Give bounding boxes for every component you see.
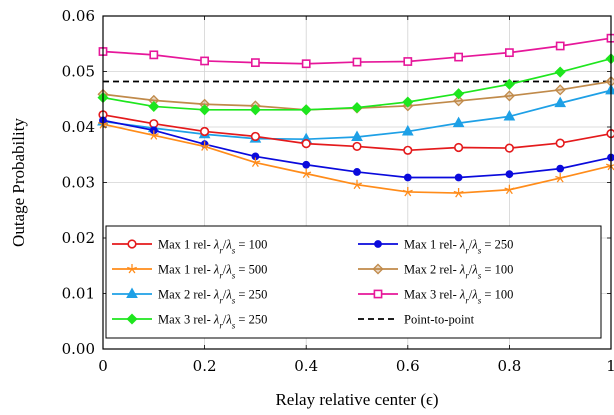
x-tick-label: 0.8 [497,357,521,375]
data-point [353,168,361,176]
data-point [300,104,312,116]
series-1 [98,110,614,155]
data-point [454,142,464,153]
data-point [149,119,159,129]
data-point [606,160,614,171]
data-point [351,130,363,141]
legend-swatch-marker [372,263,384,275]
data-point [199,104,211,116]
legend-swatch-marker [127,239,137,249]
legend-swatch-marker [373,289,383,299]
legend-swatch-marker [126,313,138,325]
data-point [200,126,210,137]
data-point [403,173,412,182]
data-point [302,160,311,169]
data-point [148,130,159,140]
legend-entry-label: Max 3 rel- λr/λs = 250 [158,313,267,331]
data-point [554,84,566,96]
y-tick-label: 0.05 [62,63,95,81]
data-point [605,83,614,95]
data-point [503,109,516,121]
data-point [250,131,260,142]
series-6 [98,33,614,69]
data-point [504,143,515,153]
data-point [200,56,209,66]
data-point [402,186,413,197]
y-tick-label: 0.00 [62,340,95,358]
data-point [249,104,261,116]
x-tick-label: 0.6 [396,357,420,375]
y-tick-label: 0.06 [62,7,95,25]
series-3 [98,119,614,198]
data-point [148,100,160,112]
data-point [503,78,515,90]
data-point [352,141,362,152]
data-point [605,53,614,65]
data-point [352,179,362,190]
legend-box [105,225,602,339]
data-point [403,57,413,66]
data-point [199,141,210,151]
data-point [250,157,261,167]
legend-entry-label: Max 1 rel- λr/λs = 500 [158,263,267,281]
legend-entry-label: Max 2 rel- λr/λs = 100 [404,263,513,281]
legend-swatch-marker [126,287,138,298]
legend-entry-label: Point-to-point [404,313,475,327]
series-5 [97,83,614,144]
data-point [555,138,565,148]
data-point [556,164,565,173]
legend-swatch-marker [127,264,137,274]
data-point [555,41,565,51]
data-point [301,59,311,69]
data-point [149,50,159,60]
data-point [453,88,465,100]
data-point [503,90,515,102]
data-point [301,139,311,149]
data-point [554,96,567,108]
data-point [401,124,414,136]
data-point [454,52,463,62]
data-point [251,58,260,68]
data-point [504,184,515,195]
y-tick-label: 0.02 [62,229,95,247]
series-layer [97,33,614,198]
data-point [402,96,414,108]
data-point [403,145,413,155]
legend-entry-label: Max 3 rel- λr/λs = 100 [404,288,513,306]
data-point [554,66,566,78]
data-point [504,48,514,58]
legend-entry-label: Max 1 rel- λr/λs = 250 [404,238,513,256]
legend: Max 1 rel- λr/λs = 100 Max 1 rel- λr/λs =… [105,225,602,339]
legend-entry-label: Max 2 rel- λr/λs = 250 [158,288,267,306]
legend-swatch-marker [374,240,382,248]
data-point [301,168,312,179]
data-point [453,188,464,198]
x-tick-label: 0.2 [193,357,217,375]
data-point [452,116,465,128]
x-tick-label: 1 [606,357,614,375]
data-point [555,173,566,183]
x-axis-label: Relay relative center (ϵ) [275,390,438,409]
data-point [352,57,362,67]
y-tick-label: 0.03 [62,174,95,192]
tick-labels: 0 0.2 0.4 0.6 0.8 1 0.00 0.01 0.02 0.03 0.04 0.05 0.… [62,7,614,375]
y-tick-label: 0.04 [62,118,95,136]
data-point [505,170,514,179]
legend-entry-label: Max 1 rel- λr/λs = 100 [158,238,267,256]
data-point [605,75,614,88]
x-tick-label: 0 [98,357,108,375]
data-point [454,173,463,182]
x-tick-label: 0.4 [294,357,318,375]
data-point [351,102,363,114]
y-axis-label: Outage Probability [9,118,28,247]
y-tick-label: 0.01 [62,285,95,303]
data-point [453,95,465,107]
